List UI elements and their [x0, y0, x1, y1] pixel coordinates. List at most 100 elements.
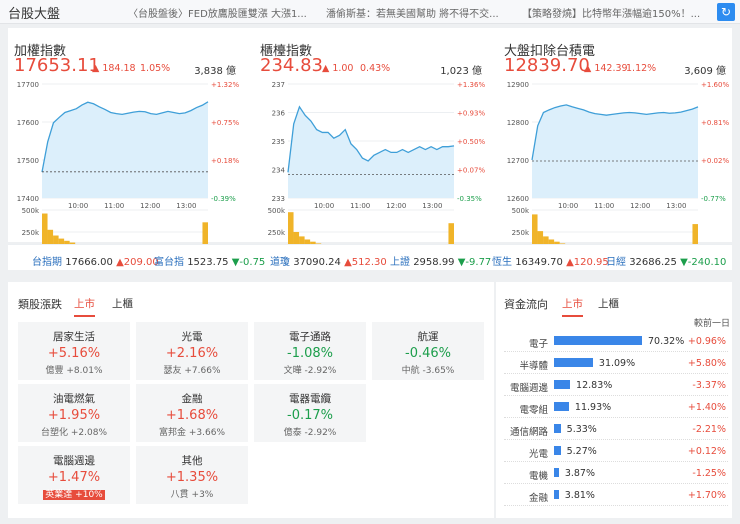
- volume-tick-label: 500k: [512, 207, 530, 215]
- tab-otc[interactable]: 上櫃: [112, 298, 133, 310]
- fund-flow-bar: [554, 468, 559, 477]
- intraday-chart[interactable]: 237 +1.36% 236 +0.93% 235 +0.50% 234 +0.07% 233 -…: [260, 78, 490, 264]
- pct-tick-label: +1.60%: [701, 81, 729, 89]
- y-tick-label: 12800: [507, 119, 529, 127]
- fund-flow-row[interactable]: 電腦週邊 12.83% -3.37%: [504, 374, 728, 396]
- fund-flow-label: 光電: [528, 449, 548, 460]
- fund-flow-diff: +5.80%: [687, 358, 726, 369]
- sector-card[interactable]: 電器電纜 -0.17% 億泰 -2.92%: [254, 384, 366, 442]
- fund-flow-diff: +1.70%: [687, 490, 726, 501]
- fund-flow-row[interactable]: 通信網路 5.33% -2.21%: [504, 418, 728, 440]
- y-tick-label: 12900: [507, 81, 529, 89]
- sector-card[interactable]: 航運 -0.46% 中航 -3.65%: [372, 322, 484, 380]
- fund-flow-diff: +0.96%: [687, 336, 726, 347]
- tab-otc[interactable]: 上櫃: [598, 298, 619, 310]
- time-tick-label: 10:00: [68, 202, 88, 210]
- pct-tick-label: +1.32%: [211, 81, 239, 89]
- pct-tick-label: +0.07%: [457, 167, 485, 175]
- fund-flow-pct: 31.09%: [598, 358, 636, 369]
- index-volume: 3,838 億: [194, 66, 236, 77]
- sector-card[interactable]: 其他 +1.35% 八貫 +3%: [136, 446, 248, 504]
- index-name: 大盤扣除台積電: [504, 44, 596, 59]
- global-index-item[interactable]: 日經 32686.25 ▼-240.10: [606, 257, 727, 268]
- limit-up-badge: 英業達 +10%: [43, 490, 105, 500]
- volume-tick-label: 500k: [22, 207, 40, 215]
- index-card[interactable]: 櫃檯指數 234.83 ▲ 1.00 0.43% 1,023 億 237 +1.3…: [260, 28, 485, 268]
- fund-flow-row[interactable]: 半導體 31.09% +5.80%: [504, 352, 728, 374]
- pct-tick-label: +0.93%: [457, 110, 485, 118]
- sector-card[interactable]: 光電 +2.16% 瑟友 +7.66%: [136, 322, 248, 380]
- price-area: [532, 104, 698, 198]
- index-change: ▲ 142.39: [584, 63, 628, 74]
- y-tick-label: 12700: [507, 157, 529, 165]
- intraday-chart[interactable]: 12900 +1.60% 12800 +0.81% 12700 +0.02% 12600 -0…: [504, 78, 734, 264]
- intraday-chart[interactable]: 17700 +1.32% 17600 +0.75% 17500 +0.18% 17400 -0…: [14, 78, 244, 264]
- fund-flow-diff: -2.21%: [692, 424, 726, 435]
- fund-flow-row[interactable]: 電子 70.32% +0.96%: [504, 330, 728, 352]
- index-card[interactable]: 加權指數 17653.11 ▲ 184.18 1.05% 3,838 億 177…: [14, 28, 239, 268]
- tab-listed[interactable]: 上市: [74, 296, 95, 317]
- index-card[interactable]: 大盤扣除台積電 12839.70 ▲ 142.39 1.12% 3,609 億 …: [504, 28, 729, 268]
- fund-flow-pct: 11.93%: [574, 402, 612, 413]
- global-index-item[interactable]: 道瓊 37090.24 ▲512.30: [270, 257, 387, 268]
- global-index-item[interactable]: 上證 2958.99 ▼-9.77: [390, 257, 492, 268]
- y-tick-label: 234: [272, 167, 286, 175]
- sector-card[interactable]: 居家生活 +5.16% 億豐 +8.01%: [18, 322, 130, 380]
- time-tick-label: 13:00: [666, 202, 686, 210]
- sector-card[interactable]: 電子通路 -1.08% 文曄 -2.92%: [254, 322, 366, 380]
- pct-tick-label: +1.36%: [457, 81, 485, 89]
- pct-tick-label: +0.50%: [457, 138, 485, 146]
- index-name: 加權指數: [14, 44, 67, 59]
- fund-flow-pct: 70.32%: [648, 336, 685, 347]
- fund-flow-bar: [554, 446, 561, 455]
- time-tick-label: 11:00: [104, 202, 124, 210]
- news-ticker-item[interactable]: 潘偷斯基：若無美國幫助 將不得不交...: [326, 9, 499, 20]
- global-index-item[interactable]: 富台指 1523.75 ▼-0.75: [154, 257, 266, 268]
- pct-tick-label: +0.75%: [211, 119, 239, 127]
- y-tick-label: 237: [272, 81, 285, 89]
- index-volume: 1,023 億: [440, 66, 482, 77]
- price-area: [288, 106, 454, 198]
- sector-card[interactable]: 金融 +1.68% 富邦金 +3.66%: [136, 384, 248, 442]
- fund-flow-label: 電零組: [519, 405, 548, 416]
- fund-flow-bar: [554, 402, 569, 411]
- sector-card[interactable]: 電腦週邊 +1.47% 英業達 +10%: [18, 446, 130, 504]
- news-ticker-item[interactable]: 【策略發燒】比特幣年漲幅逾150%！...: [522, 9, 701, 20]
- fund-flow-row[interactable]: 光電 5.27% +0.12%: [504, 440, 728, 462]
- sector-card[interactable]: 油電燃氣 +1.95% 台塑化 +2.08%: [18, 384, 130, 442]
- volume-bar: [448, 223, 454, 254]
- fund-flow-diff: +1.40%: [687, 402, 726, 413]
- index-change-pct: 0.43%: [360, 63, 391, 74]
- fund-flow-pct: 3.81%: [564, 490, 595, 501]
- index-value: 234.83: [260, 55, 323, 76]
- fund-flow-label: 金融: [528, 493, 548, 504]
- volume-bar: [288, 212, 294, 254]
- fund-flow-row[interactable]: 電機 3.87% -1.25%: [504, 462, 728, 484]
- fund-flow-row[interactable]: 金融 3.81% +1.70%: [504, 484, 728, 506]
- refresh-icon[interactable]: ↻: [717, 3, 735, 21]
- time-tick-label: 12:00: [386, 202, 406, 210]
- index-change-pct: 1.12%: [626, 63, 657, 74]
- y-tick-label: 17400: [17, 195, 39, 203]
- fund-flow-pct: 3.87%: [564, 468, 596, 479]
- index-change-pct: 1.05%: [140, 63, 171, 74]
- time-tick-label: 12:00: [630, 202, 650, 210]
- fund-flow-label: 電機: [528, 471, 548, 482]
- top-bar: 台股大盤 〈台股盤後〉FED放鷹股匯雙漲 大漲1... 潘偷斯基：若無美國幫助 …: [0, 0, 740, 24]
- fund-flow-label: 電腦週邊: [509, 383, 548, 394]
- time-tick-label: 10:00: [314, 202, 334, 210]
- global-index-item[interactable]: 恆生 16349.70 ▲120.95: [492, 257, 609, 268]
- news-ticker-item[interactable]: 〈台股盤後〉FED放鷹股匯雙漲 大漲1...: [128, 9, 307, 20]
- volume-bar: [47, 229, 54, 254]
- fund-flow-bar: [554, 336, 642, 345]
- volume-bar: [293, 232, 300, 254]
- pct-tick-label: -0.77%: [701, 195, 726, 203]
- y-tick-label: 236: [272, 110, 286, 118]
- volume-bar: [537, 231, 544, 254]
- global-index-item[interactable]: 台指期 17666.00 ▲209.00: [32, 257, 159, 268]
- tab-listed[interactable]: 上市: [562, 296, 583, 317]
- time-tick-label: 12:00: [140, 202, 160, 210]
- fund-flow-row[interactable]: 電零組 11.93% +1.40%: [504, 396, 728, 418]
- sector-section-title: 類股漲跌: [18, 298, 62, 311]
- page-title: 台股大盤: [8, 7, 61, 22]
